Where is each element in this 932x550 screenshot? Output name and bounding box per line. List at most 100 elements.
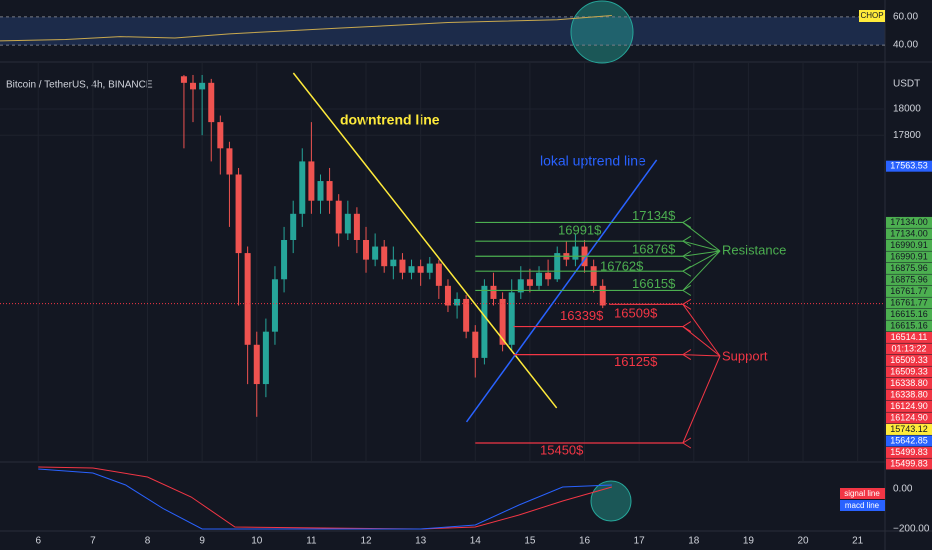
candle-body	[435, 263, 442, 286]
arrow-head	[681, 298, 692, 310]
candle-body	[363, 239, 370, 260]
candle-body	[590, 266, 597, 286]
price-tag-label: 16761.77	[890, 297, 928, 307]
price-tag	[886, 285, 932, 297]
x-tick-label: 11	[306, 536, 317, 547]
price-tag-label: 15642.85	[890, 435, 928, 445]
candle-body	[508, 292, 515, 345]
macd-series-line	[38, 468, 612, 530]
price-tag-label: 16124.90	[890, 412, 928, 422]
price-tag	[886, 423, 932, 435]
price-tag-label: 16338.80	[890, 389, 928, 399]
chop-tick-label: 60.00	[893, 12, 918, 23]
price-tag	[886, 458, 932, 470]
arrow-line	[682, 240, 721, 252]
price-tag-label: 16875.96	[890, 263, 928, 273]
candle-body	[199, 82, 206, 90]
level-label: 16762$	[600, 259, 644, 274]
x-tick-label: 6	[35, 536, 41, 547]
x-tick-label: 14	[470, 536, 482, 547]
price-tag	[886, 331, 932, 343]
level-label: 16125$	[614, 354, 658, 369]
arrow-line	[682, 304, 721, 357]
y-tick-label: 18000	[893, 104, 921, 115]
candle-body	[490, 285, 497, 299]
candle-body	[262, 331, 269, 385]
arrow-head	[681, 265, 692, 277]
price-tag	[886, 320, 932, 332]
chop-band	[0, 17, 885, 45]
arrow-head	[681, 250, 692, 262]
candle-body	[444, 285, 451, 306]
price-tag-label: 15499.83	[890, 458, 928, 468]
candle-body	[299, 161, 306, 214]
arrow-line	[682, 250, 721, 257]
x-tick-label: 8	[145, 536, 151, 547]
macd-series-line	[38, 466, 612, 530]
level-label: 15450$	[540, 442, 584, 457]
candle-body	[344, 213, 351, 234]
arrow-head	[681, 235, 692, 247]
price-tag	[886, 251, 932, 263]
x-tick-label: 13	[415, 536, 427, 547]
price-tag-label: 17563.53	[890, 161, 928, 171]
arrow-head	[681, 349, 692, 361]
legend-label: macd line	[845, 501, 880, 510]
price-tag	[886, 446, 932, 458]
price-tag	[886, 354, 932, 366]
macd-tick-label: −200.00	[893, 524, 930, 535]
annotation: downtrend line	[340, 112, 440, 128]
candle-body	[417, 266, 424, 273]
candle-body	[271, 279, 278, 332]
candle-body	[290, 213, 297, 240]
annotation: lokal uptrend line	[540, 153, 646, 169]
price-tag	[886, 216, 932, 228]
arrow-line	[682, 222, 721, 252]
level-label: 16509$	[614, 306, 658, 321]
candle-body	[572, 246, 579, 260]
legend-label: signal line	[844, 489, 880, 498]
candle-body	[208, 82, 215, 123]
candle-body	[499, 298, 506, 345]
x-tick-label: 10	[251, 536, 263, 547]
candle-body	[536, 272, 543, 286]
price-tag	[886, 377, 932, 389]
candle-body	[381, 246, 388, 267]
price-tag	[886, 435, 932, 447]
arrow-line	[682, 250, 721, 291]
price-tag-label: 16509.33	[890, 366, 928, 376]
candle-body	[226, 148, 233, 175]
price-tag-label: 16990.91	[890, 240, 928, 250]
candle-body	[399, 259, 406, 273]
x-tick-label: 21	[852, 536, 864, 547]
price-tag	[886, 239, 932, 251]
price-tag-label: 16615.16	[890, 309, 928, 319]
trend-line	[292, 72, 558, 409]
candle-body	[426, 263, 433, 273]
price-tag-label: 16514.11	[891, 332, 928, 342]
candle-body	[599, 285, 606, 306]
candle-body	[244, 253, 251, 345]
price-tag-label: 16990.91	[890, 251, 928, 261]
x-tick-label: 15	[524, 536, 536, 547]
legend-swatch	[840, 500, 885, 511]
candle-body	[463, 298, 470, 332]
x-tick-label: 12	[360, 536, 372, 547]
level-label: 16615$	[632, 276, 676, 291]
price-tag	[886, 308, 932, 320]
x-tick-label: 16	[579, 536, 591, 547]
level-label: 16339$	[560, 308, 604, 323]
price-tag-label: 16761.77	[890, 286, 928, 296]
countdown-bg	[886, 343, 932, 355]
price-tag-label: 16875.96	[890, 274, 928, 284]
candle-body	[517, 279, 524, 293]
x-tick-label: 17	[634, 536, 646, 547]
x-tick-label: 19	[743, 536, 755, 547]
price-tag-label: 17134.00	[890, 217, 928, 227]
candle-body	[408, 266, 415, 273]
price-tag	[886, 400, 932, 412]
chop-tick-label: 40.00	[893, 40, 918, 51]
price-tag-label: 15743.12	[890, 424, 928, 434]
